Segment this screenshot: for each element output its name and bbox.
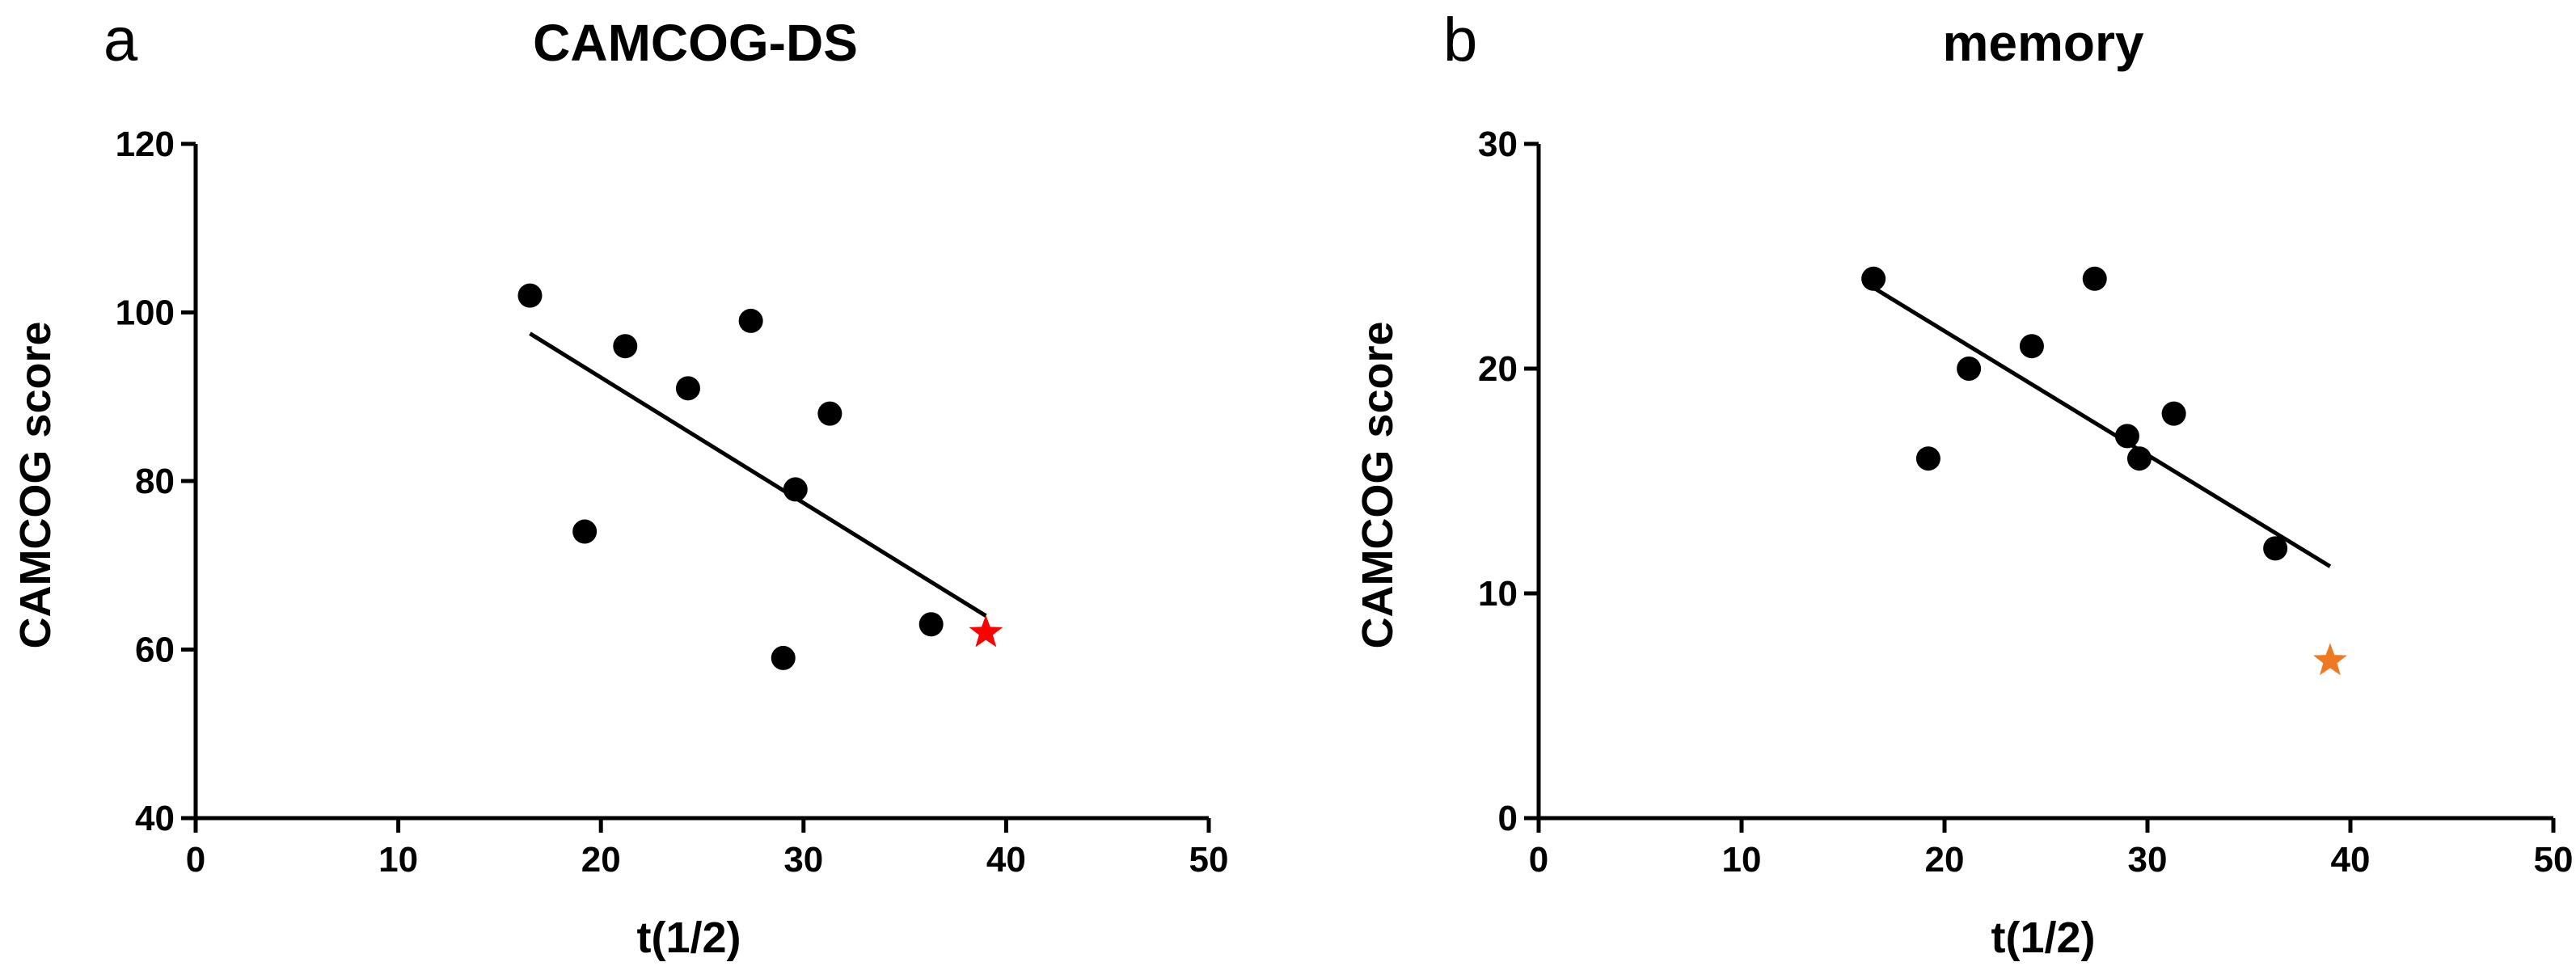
panel-b-plot: 0 10 20 30 0 10 20 30 40 50 [1478, 124, 2573, 880]
panel-a-y-tick-label: 120 [116, 124, 175, 164]
panel-b-data-point [1957, 357, 1982, 381]
panel-a-data-point [918, 612, 944, 637]
panel-b-data-point [2161, 401, 2186, 426]
panel-a-xlabel: t(1/2) [636, 914, 741, 962]
panel-a-data-point [572, 519, 598, 544]
panel-a: a CAMCOG-DS CAMCOG score t(1/2) 40 60 80 10… [11, 6, 1228, 962]
panel-a-y-tick-label: 80 [135, 462, 175, 501]
panel-b-title: memory [1943, 14, 2144, 72]
panel-b-data-point [1915, 446, 1940, 471]
panel-b-data-point [2082, 266, 2107, 291]
panel-b-data-point [2126, 446, 2152, 471]
panel-b-y-tick-label: 20 [1478, 349, 1518, 389]
panel-b: b memory CAMCOG score t(1/2) 0 10 20 30 0 10 2… [1353, 6, 2573, 962]
panel-a-data-point [675, 376, 700, 401]
panel-a-y-tick-label: 100 [116, 293, 175, 333]
panel-a-x-tick-label: 40 [986, 840, 1026, 880]
panel-a-y-tick-label: 40 [135, 799, 175, 838]
panel-a-y-tick-label: 60 [135, 631, 175, 670]
panel-a-ylabel: CAMCOG score [11, 321, 60, 648]
panel-b-x-tick-label: 20 [1925, 840, 1965, 880]
panel-b-letter: b [1443, 6, 1477, 74]
panel-a-x-tick-label: 30 [783, 840, 823, 880]
panel-b-xlabel: t(1/2) [1991, 914, 2095, 962]
panel-b-data-point [2263, 536, 2288, 561]
panel-a-data-point [613, 334, 638, 359]
panel-b-x-tick-label: 40 [2331, 840, 2371, 880]
panel-a-data-point [517, 283, 543, 308]
panel-b-data-point [2114, 424, 2139, 449]
panel-b-highlight-star [2313, 643, 2347, 676]
panel-b-y-tick-label: 30 [1478, 124, 1518, 164]
panel-a-regression-line [529, 331, 987, 618]
panel-b-ylabel: CAMCOG score [1353, 321, 1402, 648]
panel-a-title: CAMCOG-DS [533, 14, 858, 72]
panel-a-highlight-star [969, 614, 1003, 648]
panel-b-regression-line [1872, 285, 2332, 568]
panel-a-x-tick-label: 20 [581, 840, 621, 880]
panel-a-x-tick-label: 0 [186, 840, 205, 880]
panel-a-data-point [738, 308, 763, 333]
panel-a-data-point [783, 477, 808, 502]
panel-b-y-tick-label: 0 [1498, 799, 1518, 838]
panel-b-x-tick-label: 0 [1529, 840, 1548, 880]
panel-b-x-tick-label: 50 [2534, 840, 2574, 880]
panel-b-y-tick-label: 10 [1478, 574, 1518, 614]
panel-a-letter: a [103, 6, 138, 74]
panel-a-x-tick-label: 10 [378, 840, 418, 880]
panel-a-data-point [771, 645, 796, 670]
panel-a-plot: 40 60 80 100 120 0 10 20 30 40 50 [116, 124, 1229, 880]
panel-b-x-tick-label: 10 [1722, 840, 1762, 880]
panel-a-data-point [817, 401, 842, 426]
panel-b-data-point [1861, 266, 1886, 291]
panel-b-x-tick-label: 30 [2128, 840, 2168, 880]
panel-a-x-tick-label: 50 [1189, 840, 1229, 880]
panel-b-data-point [2019, 334, 2044, 359]
